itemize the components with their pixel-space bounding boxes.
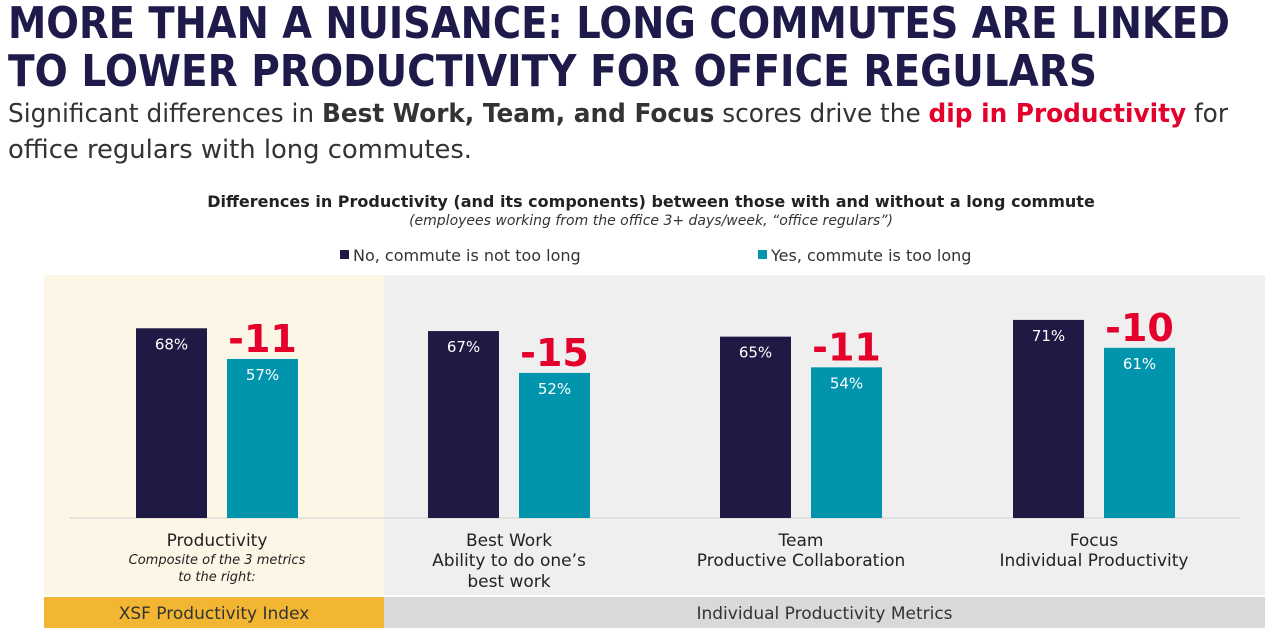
difference-label: -11 — [228, 317, 297, 361]
difference-label: -15 — [520, 331, 589, 375]
subtitle: Significant differences in Best Work, Te… — [8, 99, 1228, 129]
category-label: Best Work — [466, 531, 552, 551]
category-sublabel: to the right: — [178, 570, 256, 585]
value-label: 52% — [538, 380, 571, 398]
value-label: 71% — [1032, 327, 1065, 345]
headline: TO LOWER PRODUCTIVITY FOR OFFICE REGULAR… — [8, 46, 1097, 97]
difference-label: -10 — [1105, 306, 1174, 350]
category-sublabel: Individual Productivity — [1000, 551, 1189, 571]
category-label: Productivity — [167, 531, 268, 551]
value-label: 68% — [155, 335, 188, 353]
value-label: 61% — [1123, 355, 1156, 373]
subtitle-segment: dip in Productivity — [929, 99, 1187, 129]
subtitle-segment: Best Work, Team, and Focus — [322, 99, 714, 129]
legend-label: Yes, commute is too long — [770, 246, 971, 265]
legend-label: No, commute is not too long — [353, 246, 581, 265]
bar — [720, 336, 791, 518]
category-sublabel: Productive Collaboration — [697, 551, 906, 571]
value-label: 65% — [739, 344, 772, 362]
group-strip — [44, 597, 384, 628]
value-label: 67% — [447, 338, 480, 356]
group-label: XSF Productivity Index — [119, 604, 310, 624]
value-label: 57% — [246, 366, 279, 384]
bar — [428, 331, 499, 518]
panel-background — [44, 275, 384, 595]
category-label: Team — [778, 531, 824, 551]
difference-label: -11 — [812, 325, 881, 369]
headline: MORE THAN A NUISANCE: LONG COMMUTES ARE … — [8, 0, 1230, 49]
bar — [136, 328, 207, 518]
category-sublabel: best work — [467, 572, 550, 592]
chart-title: Differences in Productivity (and its com… — [207, 192, 1095, 211]
bar — [811, 367, 882, 518]
bar — [227, 358, 298, 518]
subtitle-segment: Significant differences in — [8, 99, 322, 129]
category-sublabel: Ability to do one’s — [432, 551, 586, 571]
bar — [1104, 347, 1175, 518]
subtitle: office regulars with long commutes. — [8, 135, 472, 165]
group-label: Individual Productivity Metrics — [696, 604, 952, 624]
subtitle-segment: for — [1186, 99, 1228, 129]
bar — [519, 372, 590, 518]
subtitle-segment: scores drive the — [714, 99, 928, 129]
legend-swatch — [340, 250, 349, 259]
bar — [1013, 319, 1084, 518]
category-label: Focus — [1070, 531, 1119, 551]
value-label: 54% — [830, 374, 863, 392]
legend-swatch — [758, 250, 767, 259]
subtitle-segment: office regulars with long commutes. — [8, 135, 472, 165]
chart-subtitle: (employees working from the office 3+ da… — [409, 213, 893, 229]
group-strip — [384, 597, 1265, 628]
category-sublabel: Composite of the 3 metrics — [129, 553, 306, 568]
